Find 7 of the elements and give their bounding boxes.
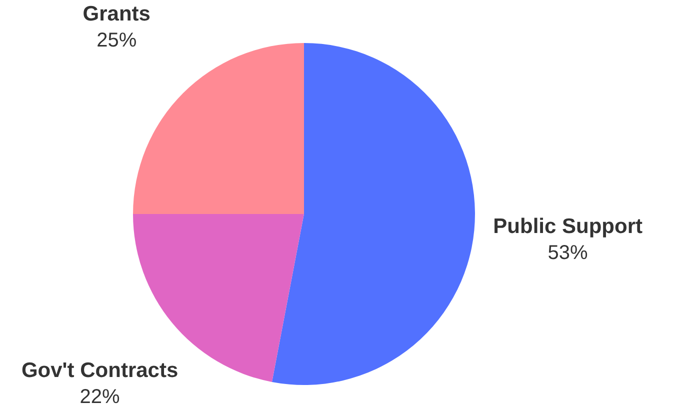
slice-label: Grants <box>82 2 150 26</box>
data-label: 25% <box>96 30 137 52</box>
slice-label: Gov't Contracts <box>21 358 178 382</box>
pie-slice <box>272 43 475 385</box>
data-label: 53% <box>548 242 588 264</box>
data-label: 22% <box>80 386 120 408</box>
slice-label: Public Support <box>493 214 642 238</box>
